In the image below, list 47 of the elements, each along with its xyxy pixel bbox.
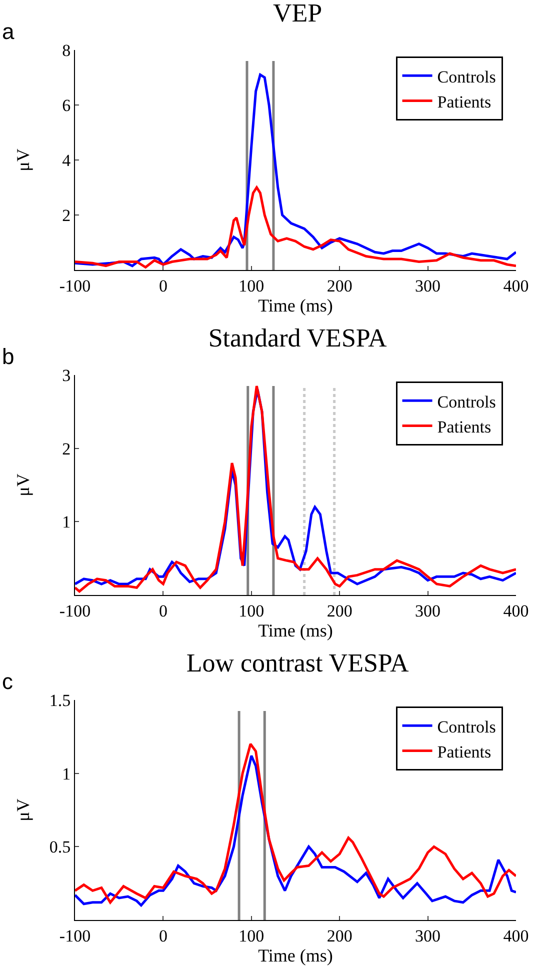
legend-label: Patients bbox=[437, 92, 492, 112]
x-tick-label: 100 bbox=[238, 601, 264, 620]
x-tick-label: 400 bbox=[503, 276, 529, 296]
x-tick-label: 200 bbox=[326, 926, 352, 946]
text: c bbox=[2, 669, 13, 694]
y-tick-label: 1 bbox=[62, 512, 71, 532]
y-tick-label: 1.5 bbox=[49, 690, 71, 710]
x-tick-label: 300 bbox=[415, 601, 441, 620]
y-axis-title: μV bbox=[13, 148, 33, 172]
x-tick-label: 100 bbox=[238, 276, 264, 296]
legend-label: Controls bbox=[437, 67, 496, 86]
x-axis-title: Time (ms) bbox=[258, 945, 333, 966]
y-axis-title: μV bbox=[13, 798, 33, 822]
legend-label: Controls bbox=[437, 717, 496, 736]
x-tick-label: -100 bbox=[59, 926, 91, 946]
x-tick-label: 200 bbox=[326, 276, 352, 296]
y-axis-title: μV bbox=[13, 474, 33, 496]
y-tick-label: 1 bbox=[62, 764, 71, 784]
legend-label: Patients bbox=[437, 742, 492, 762]
y-tick-label: 2 bbox=[62, 206, 71, 225]
y-tick-label: 8 bbox=[62, 40, 71, 60]
x-tick-label: 200 bbox=[326, 601, 352, 620]
y-tick-label: 2 bbox=[62, 439, 71, 458]
y-tick-label: 3 bbox=[62, 366, 71, 385]
y-tick-label: 6 bbox=[62, 96, 71, 115]
x-tick-label: 100 bbox=[238, 926, 264, 946]
x-tick-label: 0 bbox=[158, 276, 168, 296]
x-tick-label: -100 bbox=[59, 276, 91, 296]
x-tick-label: 0 bbox=[158, 926, 168, 946]
chart-title: Standard VESPA bbox=[208, 323, 387, 352]
text: b bbox=[2, 344, 14, 369]
x-axis-title: Time (ms) bbox=[258, 620, 333, 640]
x-tick-label: 300 bbox=[415, 276, 441, 296]
legend-label: Patients bbox=[437, 417, 492, 436]
y-tick-label: 0.5 bbox=[49, 838, 71, 857]
chart-title: Low contrast VESPA bbox=[186, 648, 409, 678]
line-series bbox=[75, 186, 516, 268]
text: a bbox=[2, 19, 15, 44]
chart-title: VEP bbox=[272, 0, 322, 28]
legend-label: Controls bbox=[437, 392, 496, 412]
x-tick-label: 0 bbox=[158, 601, 168, 620]
x-tick-label: 400 bbox=[503, 926, 529, 946]
y-tick-label: 4 bbox=[62, 150, 72, 170]
x-tick-label: -100 bbox=[59, 601, 91, 620]
x-tick-label: 300 bbox=[415, 926, 441, 946]
x-tick-label: 400 bbox=[503, 601, 529, 620]
x-axis-title: Time (ms) bbox=[258, 295, 333, 316]
